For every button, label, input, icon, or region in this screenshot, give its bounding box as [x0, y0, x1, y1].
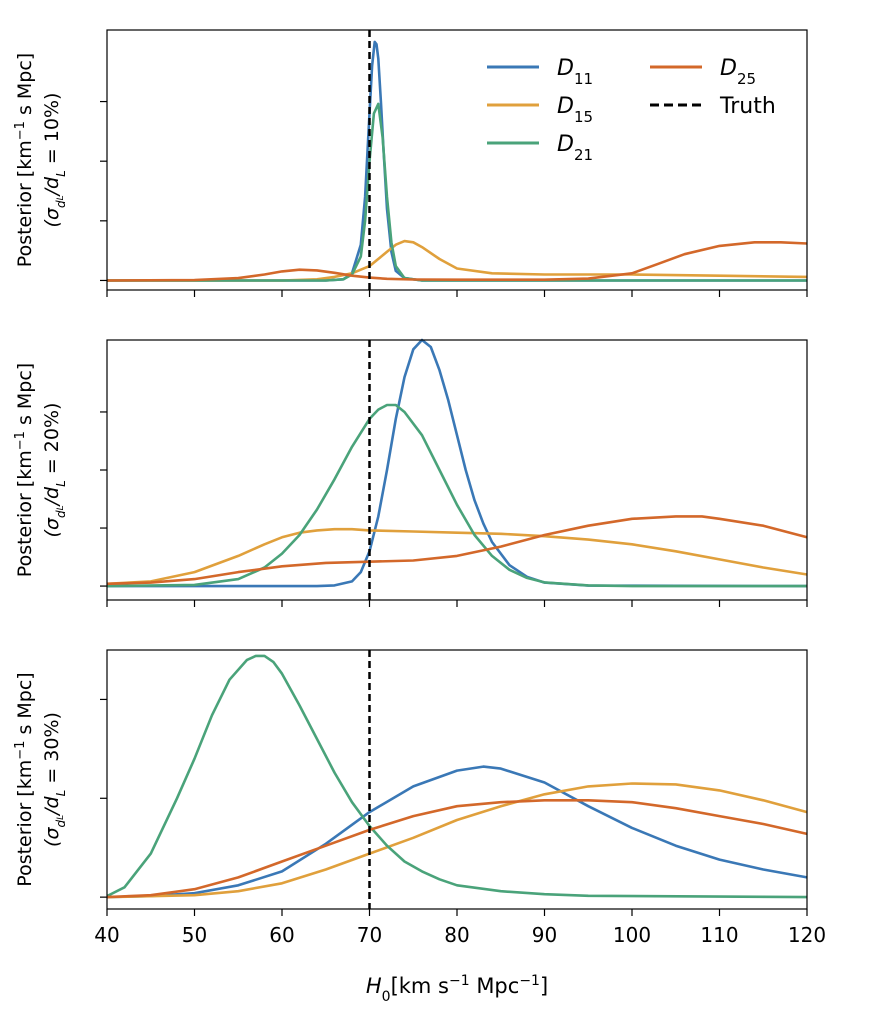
series-line-d21	[107, 102, 807, 282]
text-span: (σ	[41, 827, 63, 847]
x-tick-label: 110	[700, 923, 738, 947]
x-tick-label: 80	[444, 923, 469, 947]
text-span: s Mpc]	[14, 53, 36, 121]
subscript: 0	[382, 989, 391, 1005]
series-line-d25	[106, 241, 808, 282]
series-line-d11	[107, 40, 807, 282]
text-span: D	[557, 132, 574, 157]
panel-3: 40 50 60 70 80 90 100 110 120 Posterior [km−1 s M…	[13, 649, 826, 947]
subscript: L	[54, 790, 68, 797]
text-span: /d	[41, 795, 63, 816]
axes-frame	[106, 339, 808, 601]
x-tick-label: 40	[94, 923, 119, 947]
text-span: Posterior [km	[14, 450, 36, 577]
y-axis-label: Posterior [km−1 s Mpc]	[13, 53, 37, 267]
subscript: d	[54, 200, 68, 208]
text-span: Posterior [km	[14, 140, 36, 267]
superscript: −1	[13, 121, 28, 140]
series-line-d15	[106, 782, 808, 899]
subscript: 25	[737, 70, 756, 88]
x-axis-label: H0[km s−1 Mpc−1]	[366, 973, 548, 1005]
text-span: D	[720, 56, 737, 81]
legend-entry: D15	[557, 94, 593, 126]
legend-entry: D21	[557, 132, 593, 164]
subscript: L	[56, 195, 66, 200]
superscript: −1	[13, 431, 28, 450]
superscript: −1	[13, 741, 28, 760]
subscript: L	[54, 170, 68, 177]
subscript: d	[54, 819, 68, 827]
subscript: 15	[574, 108, 593, 126]
subscript: L	[54, 480, 68, 487]
text-span: D	[557, 56, 574, 81]
y-axis-label-sub: (σdL/dL = 30%)	[41, 712, 68, 847]
axes-frame	[106, 649, 808, 910]
text-span: = 30%)	[41, 712, 63, 790]
text-span: /d	[41, 176, 63, 197]
x-tick-label: 90	[532, 923, 557, 947]
x-tick-label: 70	[357, 923, 382, 947]
series-line-d15	[107, 239, 808, 282]
legend-entry: Truth	[719, 94, 776, 119]
text-span: Posterior [km	[14, 760, 36, 887]
x-tick-label: 100	[613, 923, 651, 947]
superscript: −1	[449, 973, 470, 989]
y-axis-label-sub: (σdL/dL = 20%)	[41, 403, 68, 538]
text-span: /d	[41, 486, 63, 507]
text-span: H	[366, 974, 382, 998]
text-span: Mpc	[470, 974, 520, 998]
subscript: 11	[574, 70, 593, 88]
text-span: = 10%)	[41, 93, 63, 171]
text-span: (σ	[41, 207, 63, 227]
x-tick-label: 60	[269, 923, 294, 947]
y-axis-label: Posterior [km−1 s Mpc]	[13, 363, 37, 577]
series-line-d21	[106, 654, 808, 899]
series-line-d11	[107, 338, 808, 588]
text-span: s Mpc]	[14, 363, 36, 431]
series-line-d11	[106, 765, 808, 899]
legend-entry: D25	[720, 56, 756, 88]
y-axis-label-sub: (σdL/dL = 10%)	[41, 93, 68, 228]
text-span: = 20%)	[41, 403, 63, 481]
legend-entry: D11	[557, 56, 593, 88]
x-tick-label: 50	[182, 923, 207, 947]
series-line-d25	[106, 515, 808, 586]
text-span: Truth	[719, 94, 776, 119]
text-span: (σ	[41, 517, 63, 537]
subscript: L	[56, 815, 66, 820]
subscript: L	[56, 505, 66, 510]
text-span: [km s	[391, 974, 449, 998]
subscript: d	[54, 510, 68, 518]
text-span: s Mpc]	[14, 672, 36, 740]
y-axis-label: Posterior [km−1 s Mpc]	[13, 672, 37, 886]
panel-2: Posterior [km−1 s Mpc](σdL/dL = 20%)	[13, 338, 808, 607]
superscript: −1	[519, 973, 540, 989]
subscript: 21	[574, 146, 593, 164]
panel-1: Posterior [km−1 s Mpc](σdL/dL = 10%)	[13, 29, 808, 297]
text-span: ]	[540, 974, 548, 998]
series-line-d21	[106, 403, 807, 588]
x-tick-label: 120	[788, 923, 826, 947]
series-line-d25	[106, 799, 808, 899]
text-span: D	[557, 94, 574, 119]
